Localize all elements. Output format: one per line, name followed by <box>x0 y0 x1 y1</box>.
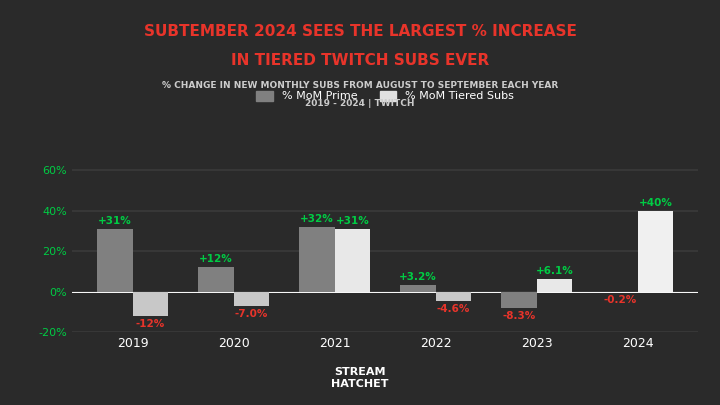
Text: -12%: -12% <box>135 319 165 329</box>
Text: STREAM
HATCHET: STREAM HATCHET <box>331 367 389 389</box>
Bar <box>300 227 335 292</box>
Text: 2019 - 2024 | TWITCH: 2019 - 2024 | TWITCH <box>305 99 415 108</box>
Bar <box>536 279 572 292</box>
Bar <box>400 285 436 292</box>
Text: -7.0%: -7.0% <box>235 309 268 319</box>
Text: +31%: +31% <box>336 216 369 226</box>
Text: % CHANGE IN NEW MONTHLY SUBS FROM AUGUST TO SEPTEMBER EACH YEAR: % CHANGE IN NEW MONTHLY SUBS FROM AUGUST… <box>162 81 558 90</box>
Text: +6.1%: +6.1% <box>536 266 573 276</box>
Bar <box>436 292 471 301</box>
Text: +40%: +40% <box>639 198 672 207</box>
Text: -8.3%: -8.3% <box>503 311 536 322</box>
Text: +12%: +12% <box>199 254 233 264</box>
Bar <box>198 267 234 292</box>
Bar <box>638 211 673 292</box>
Bar <box>132 292 168 316</box>
Text: SUBTEMBER 2024 SEES THE LARGEST % INCREASE: SUBTEMBER 2024 SEES THE LARGEST % INCREA… <box>143 24 577 39</box>
Bar <box>501 292 536 309</box>
Text: +3.2%: +3.2% <box>399 272 437 282</box>
Bar <box>234 292 269 306</box>
Text: -4.6%: -4.6% <box>437 304 470 314</box>
Text: -0.2%: -0.2% <box>603 295 636 305</box>
Text: IN TIERED TWITCH SUBS EVER: IN TIERED TWITCH SUBS EVER <box>231 53 489 68</box>
Bar <box>97 229 132 292</box>
Text: +32%: +32% <box>300 214 334 224</box>
Bar <box>335 229 370 292</box>
Legend: % MoM Prime, % MoM Tiered Subs: % MoM Prime, % MoM Tiered Subs <box>252 86 518 106</box>
Text: +31%: +31% <box>98 216 132 226</box>
